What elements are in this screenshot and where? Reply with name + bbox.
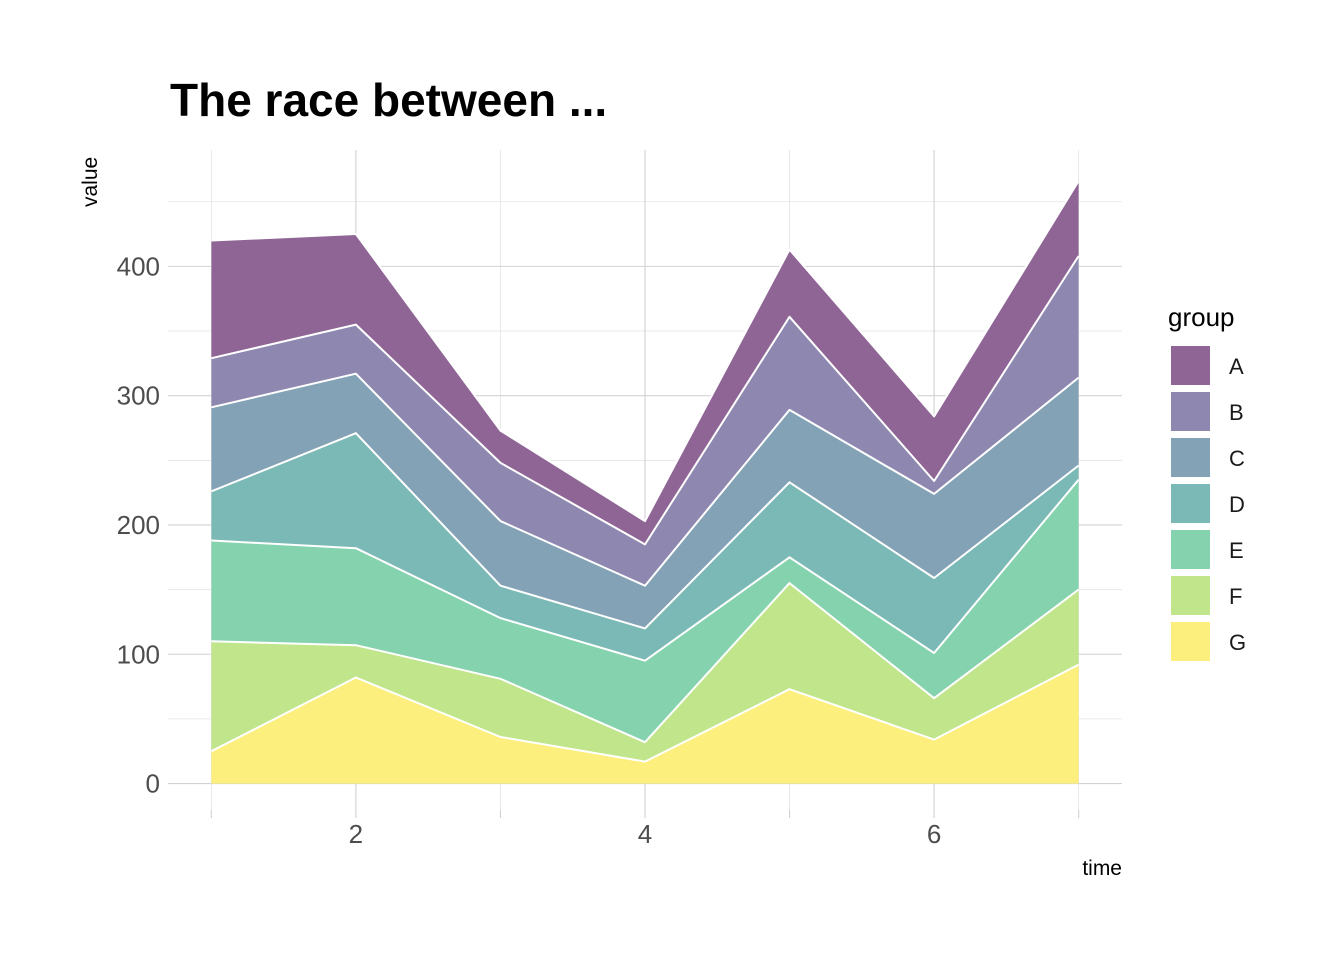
x-axis-title: time — [1082, 857, 1122, 880]
chart-title: The race between ... — [170, 74, 607, 126]
legend-swatch-d — [1171, 484, 1210, 523]
legend-label-d: D — [1229, 492, 1245, 517]
y-axis-title: value — [79, 157, 102, 207]
legend-swatch-b — [1171, 392, 1210, 431]
legend-swatch-g — [1171, 622, 1210, 661]
area-outline-g — [210, 663, 1080, 763]
area-series-g — [211, 664, 1079, 784]
y-tick-label: 400 — [117, 251, 160, 281]
legend-swatch-a — [1171, 346, 1210, 385]
area-series-d — [211, 433, 1079, 661]
legend-label-g: G — [1229, 630, 1246, 655]
legend-swatch-e — [1171, 530, 1210, 569]
y-tick-label: 200 — [117, 510, 160, 540]
y-tick-label: 0 — [146, 769, 160, 799]
area-outline-b — [211, 255, 1080, 546]
area-series-e — [211, 479, 1079, 743]
area-outline-d — [211, 432, 1080, 630]
y-tick-label: 100 — [117, 639, 160, 669]
legend-label-f: F — [1229, 584, 1242, 609]
legend-label-b: B — [1229, 400, 1244, 425]
area-series-c — [211, 373, 1079, 629]
x-tick-label: 2 — [349, 819, 363, 849]
x-tick-label: 6 — [927, 819, 941, 849]
area-layers — [210, 180, 1080, 784]
area-outline-f — [211, 582, 1080, 744]
legend-title: group — [1168, 302, 1235, 332]
area-outline-e — [211, 479, 1080, 662]
legend-label-e: E — [1229, 538, 1244, 563]
legend-swatch-f — [1171, 576, 1210, 615]
area-series-f — [211, 583, 1079, 762]
legend-label-c: C — [1229, 446, 1245, 471]
area-outline-c — [211, 372, 1080, 587]
area-outline-a — [211, 180, 1080, 523]
axis-ticks: 0 100 200 300 400 2 4 6 — [117, 251, 1080, 849]
x-tick-label: 4 — [638, 819, 652, 849]
legend-label-a: A — [1229, 354, 1244, 379]
y-tick-label: 300 — [117, 381, 160, 411]
legend-swatch-c — [1171, 438, 1210, 477]
